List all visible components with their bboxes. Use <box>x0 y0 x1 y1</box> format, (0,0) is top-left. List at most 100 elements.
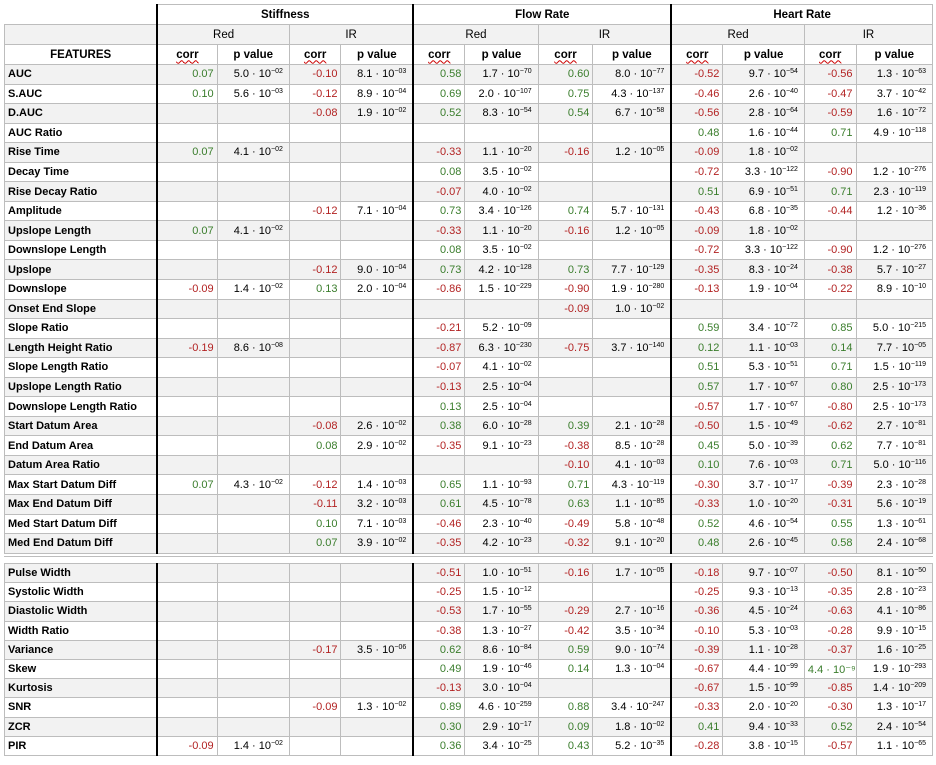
p-value-exponent: −48 <box>652 517 665 525</box>
p-value-exponent: −119 <box>910 185 926 193</box>
p-value: 2.4 · 10−54 <box>855 716 934 737</box>
p-value <box>340 658 414 680</box>
p-value-mantissa: 5.2 · 10 <box>482 322 520 335</box>
p-value-exponent: −209 <box>910 682 926 690</box>
p-value <box>464 298 539 320</box>
p-value-exponent: −04 <box>519 682 532 690</box>
p-value-mantissa: 3.5 · 10 <box>615 624 653 637</box>
p-value: 1.9 · 10−04 <box>722 279 805 300</box>
corr-value: 0.52 <box>803 716 857 737</box>
corr-value: -0.13 <box>412 376 466 398</box>
corr-value <box>156 601 218 622</box>
feature-name: End Datum Area <box>4 435 158 456</box>
corr-value: -0.38 <box>537 435 594 456</box>
corr-value <box>537 239 594 261</box>
p-value-exponent: −215 <box>910 322 926 330</box>
corr-value: -0.30 <box>803 697 857 718</box>
corr-value: 0.71 <box>803 181 857 202</box>
p-value-exponent: −02 <box>394 439 407 447</box>
p-value-mantissa: 1.3 · 10 <box>482 624 520 637</box>
p-value: 9.0 · 10−04 <box>340 259 414 281</box>
p-value-mantissa: 4.4 · 10 <box>748 663 787 676</box>
corr-value: 0.73 <box>412 259 466 281</box>
p-value <box>340 142 414 163</box>
p-value-mantissa: 3.5 · 10 <box>482 244 520 257</box>
corr-value <box>156 415 218 437</box>
p-value-exponent: −10 <box>914 283 926 291</box>
p-value-mantissa: 3.3 · 10 <box>744 166 783 178</box>
corr-value <box>288 716 342 737</box>
p-value-mantissa: 2.6 · 10 <box>748 87 787 100</box>
feature-name: Rise Time <box>4 142 158 163</box>
p-value: 8.0 · 10−77 <box>592 64 672 85</box>
corr-value <box>288 678 342 699</box>
corr-value: -0.38 <box>412 620 466 641</box>
p-value: 4.1 · 10−02 <box>464 357 539 378</box>
p-value-mantissa: 2.9 · 10 <box>357 439 395 452</box>
p-value-mantissa: 1.5 · 10 <box>873 361 911 374</box>
corr-value: -0.35 <box>670 259 724 281</box>
corr-value: 0.10 <box>156 83 218 105</box>
p-value-header: p value <box>340 44 414 65</box>
p-value-exponent: −20 <box>652 537 665 545</box>
p-value-mantissa: 5.6 · 10 <box>233 87 271 100</box>
corr-value <box>670 298 724 320</box>
p-value-exponent: −61 <box>914 517 926 525</box>
p-value-exponent: −28 <box>519 420 532 428</box>
p-value-mantissa: 4.2 · 10 <box>478 263 516 276</box>
p-value-mantissa: 3.7 · 10 <box>876 87 915 100</box>
table-row: Upslope Length 0.07 4.1 · 10−02 -0.33 1.1 · … <box>4 220 934 241</box>
p-value-mantissa: 1.8 · 10 <box>748 224 787 237</box>
p-value: 4.3 · 10−137 <box>592 83 672 105</box>
feature-name: Width Ratio <box>4 620 158 641</box>
corr-value: -0.56 <box>670 103 724 124</box>
table-row: Length Height Ratio -0.19 8.6 · 10−08 -0.87… <box>4 337 934 359</box>
table-row: Variance -0.17 3.5 · 10−06 0.62 8.6 · 10−84 0… <box>4 639 934 660</box>
feature-name: D.AUC <box>4 103 158 124</box>
p-value <box>592 239 672 261</box>
corr-value: -0.51 <box>412 562 466 584</box>
corr-value: 0.07 <box>156 142 218 163</box>
feature-name: Systolic Width <box>4 582 158 603</box>
p-value-mantissa: 7.1 · 10 <box>357 205 395 218</box>
feature-name: Start Datum Area <box>4 415 158 437</box>
p-value: 9.0 · 10−74 <box>592 639 672 660</box>
p-value <box>592 678 672 699</box>
p-value: 4.1 · 10−02 <box>216 142 290 163</box>
corr-value: 0.12 <box>670 337 724 359</box>
p-value-mantissa: 2.6 · 10 <box>748 537 787 550</box>
p-value: 2.8 · 10−23 <box>855 582 934 603</box>
p-value-mantissa: 9.7 · 10 <box>748 567 787 580</box>
corr-value <box>537 357 594 378</box>
p-value: 1.1 · 10−20 <box>464 220 539 241</box>
channel-heart-red: Red <box>670 24 805 45</box>
corr-value: 0.13 <box>412 396 466 417</box>
corr-value <box>156 200 218 222</box>
corr-value: -0.37 <box>803 639 857 660</box>
p-value: 1.1 · 10−65 <box>855 735 934 756</box>
p-value-mantissa: 2.7 · 10 <box>876 420 915 433</box>
p-value-exponent: −17 <box>519 720 532 728</box>
p-value: 1.9 · 10−46 <box>464 658 539 680</box>
corr-value: -0.46 <box>670 83 724 105</box>
feature-correlation-table-main: Stiffness Flow Rate Heart Rate Red IR Re… <box>4 4 934 554</box>
feature-name: Downslope Length Ratio <box>4 396 158 417</box>
corr-value <box>803 142 857 163</box>
corr-header: corr <box>670 44 724 65</box>
p-value: 1.6 · 10−25 <box>855 639 934 660</box>
p-value: 7.1 · 10−04 <box>340 200 414 222</box>
p-value-mantissa: 9.1 · 10 <box>615 537 653 550</box>
p-value-exponent: −173 <box>910 400 926 408</box>
corr-value: -0.12 <box>288 83 342 105</box>
corr-value: 0.49 <box>412 658 466 680</box>
corr-value: -0.35 <box>803 582 857 603</box>
p-value: 5.6 · 10−03 <box>216 83 290 105</box>
corr-value: -0.09 <box>537 298 594 320</box>
p-value <box>340 735 414 756</box>
p-value-mantissa: 5.0 · 10 <box>233 68 271 81</box>
p-value: 2.7 · 10−16 <box>592 601 672 622</box>
corr-value <box>156 298 218 320</box>
corr-value <box>156 620 218 641</box>
p-value <box>216 716 290 737</box>
corr-value: 0.71 <box>803 454 857 476</box>
